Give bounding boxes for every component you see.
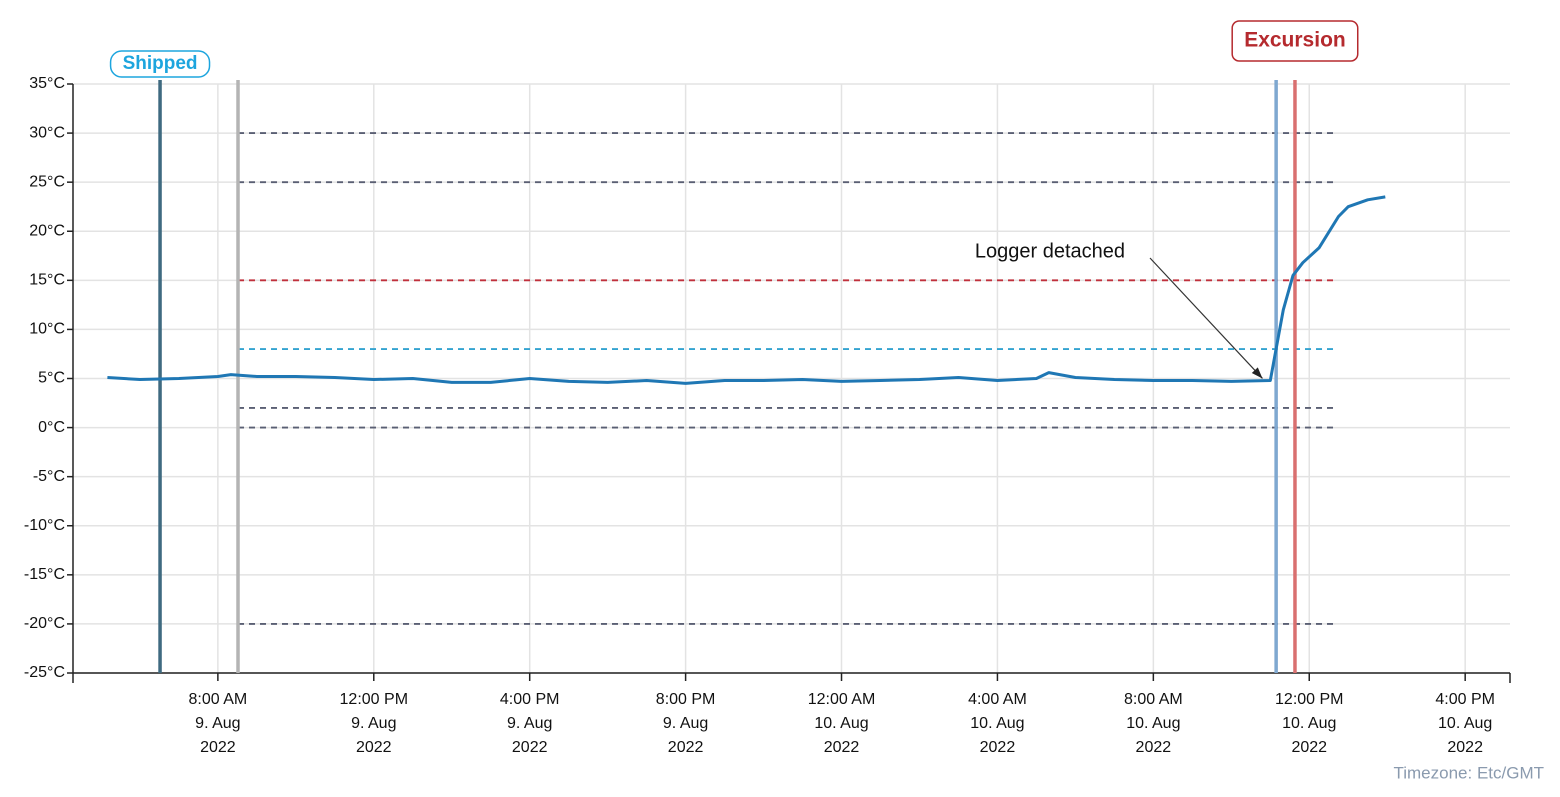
x-tick-label: 8:00 AM bbox=[1124, 691, 1183, 708]
x-tick-label: 8:00 AM bbox=[189, 691, 248, 708]
x-tick-label: 2022 bbox=[668, 739, 704, 756]
y-tick-label: -20°C bbox=[24, 615, 65, 632]
x-tick-label: 9. Aug bbox=[663, 715, 708, 732]
annotation-text: Logger detached bbox=[975, 240, 1125, 262]
x-tick-label: 9. Aug bbox=[351, 715, 396, 732]
x-tick-label: 4:00 PM bbox=[500, 691, 560, 708]
data-line bbox=[107, 195, 1386, 385]
annotation-arrowhead bbox=[1251, 367, 1263, 379]
x-tick-label: 2022 bbox=[824, 739, 860, 756]
x-tick-label: 4:00 PM bbox=[1435, 691, 1495, 708]
x-tick-label: 10. Aug bbox=[814, 715, 868, 732]
y-tick-label: 20°C bbox=[29, 222, 65, 239]
x-tick-label: 9. Aug bbox=[195, 715, 240, 732]
marker-label: Shipped bbox=[109, 50, 211, 78]
x-tick-label: 2022 bbox=[1447, 739, 1483, 756]
x-tick-label: 10. Aug bbox=[1438, 715, 1492, 732]
y-tick-label: 35°C bbox=[29, 75, 65, 92]
y-tick-label: 30°C bbox=[29, 124, 65, 141]
x-tick-label: 2022 bbox=[1291, 739, 1327, 756]
x-tick-label: 2022 bbox=[200, 739, 236, 756]
x-tick-label: 10. Aug bbox=[1282, 715, 1336, 732]
marker-label-text: Excursion bbox=[1244, 29, 1346, 52]
x-tick-label: 9. Aug bbox=[507, 715, 552, 732]
marker-label: Excursion bbox=[1231, 20, 1359, 62]
y-tick-label: -15°C bbox=[24, 566, 65, 583]
x-tick-label: 2022 bbox=[980, 739, 1016, 756]
y-tick-label: 0°C bbox=[38, 419, 65, 436]
x-tick-label: 2022 bbox=[1136, 739, 1172, 756]
y-tick-label: 10°C bbox=[29, 321, 65, 338]
marker-label-box bbox=[1231, 20, 1359, 62]
marker-label-box bbox=[109, 50, 211, 78]
x-tick-label: 12:00 AM bbox=[808, 691, 876, 708]
x-tick-label: 2022 bbox=[356, 739, 392, 756]
x-tick-label: 2022 bbox=[512, 739, 548, 756]
y-tick-label: 15°C bbox=[29, 272, 65, 289]
y-tick-label: -10°C bbox=[24, 517, 65, 534]
x-tick-label: 10. Aug bbox=[1126, 715, 1180, 732]
y-tick-label: -5°C bbox=[33, 468, 65, 485]
x-tick-label: 12:00 PM bbox=[1275, 691, 1343, 708]
x-tick-label: 8:00 PM bbox=[656, 691, 716, 708]
y-tick-label: 25°C bbox=[29, 173, 65, 190]
x-tick-label: 12:00 PM bbox=[340, 691, 408, 708]
annotation-arrow bbox=[1149, 257, 1263, 379]
x-tick-label: 4:00 AM bbox=[968, 691, 1027, 708]
marker-label-text: Shipped bbox=[123, 53, 198, 74]
footnote: Timezone: Etc/GMT bbox=[1393, 763, 1544, 782]
y-tick-label: -25°C bbox=[24, 664, 65, 681]
y-tick-label: 5°C bbox=[38, 370, 65, 387]
x-tick-label: 10. Aug bbox=[970, 715, 1024, 732]
